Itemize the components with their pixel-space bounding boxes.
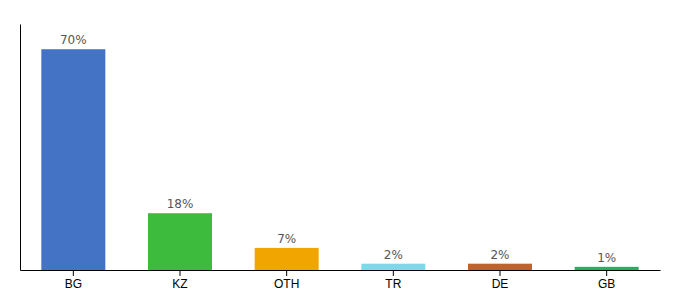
x-axis-line (21, 270, 661, 271)
data-labels: 70% 18% 7% 2% 2% 1% (60, 33, 616, 265)
bar (468, 264, 532, 270)
x-tick-mark (180, 270, 181, 276)
data-label: 1% (597, 251, 616, 265)
x-tick-label: DE (492, 277, 509, 291)
chart-svg: BG KZ OTH TR DE GB 70% 18% 7% 2% 2% 1% (0, 0, 680, 300)
x-tick-label: OTH (274, 277, 299, 291)
x-axis: BG KZ OTH TR DE GB (21, 270, 661, 291)
y-axis-line (20, 25, 21, 271)
bar (148, 213, 212, 270)
bars (41, 49, 638, 270)
x-tick-mark (606, 270, 607, 276)
bar (361, 264, 425, 270)
x-tick: TR (385, 270, 401, 291)
x-tick-label: GB (598, 277, 615, 291)
x-tick-mark (73, 270, 74, 276)
x-tick-label: BG (65, 277, 82, 291)
bar (575, 267, 639, 270)
data-label: 70% (60, 33, 87, 47)
x-tick-label: TR (385, 277, 401, 291)
y-axis (20, 25, 21, 271)
x-tick-mark (286, 270, 287, 276)
data-label: 2% (490, 248, 509, 262)
plot: BG KZ OTH TR DE GB 70% 18% 7% 2% 2% 1% (21, 25, 661, 291)
chart-container: BG KZ OTH TR DE GB 70% 18% 7% 2% 2% 1% (0, 0, 680, 300)
x-tick: KZ (172, 270, 187, 291)
x-tick-mark (393, 270, 394, 276)
x-tick-label: KZ (172, 277, 187, 291)
x-tick: OTH (274, 270, 299, 291)
x-tick: BG (65, 270, 82, 291)
x-tick: GB (598, 270, 615, 291)
x-tick-mark (500, 270, 501, 276)
data-label: 7% (277, 232, 296, 246)
x-tick: DE (492, 270, 509, 291)
data-label: 2% (384, 248, 403, 262)
data-label: 18% (167, 197, 194, 211)
bar (41, 49, 105, 270)
bar (255, 248, 319, 270)
